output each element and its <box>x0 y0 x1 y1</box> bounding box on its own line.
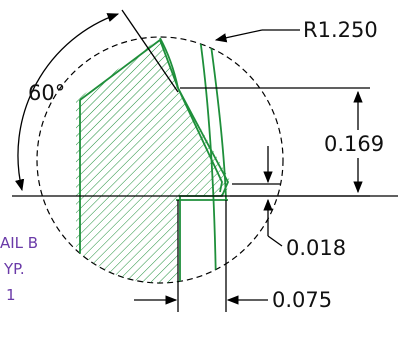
dim-0169-label: 0.169 <box>324 132 384 156</box>
hatched-section <box>76 38 230 283</box>
dim-0075-label: 0.075 <box>272 288 332 312</box>
radius-arrow <box>214 29 263 43</box>
dim-0018-label: 0.018 <box>286 236 346 260</box>
note-line-1: AIL B <box>0 234 38 252</box>
note-line-2: YP. <box>3 260 25 278</box>
profile-lines <box>159 37 228 283</box>
dim-0018-leader <box>267 235 283 247</box>
radius-label: R1.250 <box>303 18 378 42</box>
angle-extension <box>121 9 179 93</box>
angle-label: 60° <box>28 81 65 105</box>
note-line-3: 1 <box>6 286 16 304</box>
angle-arc <box>15 13 120 192</box>
